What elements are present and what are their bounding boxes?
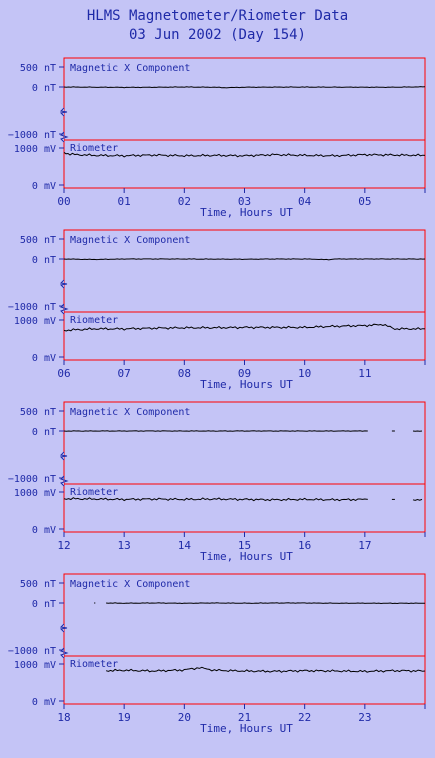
x-tick-label: 09 (238, 367, 251, 380)
mag-y-tick-label: 500 nT (20, 579, 56, 590)
rio-trace (105, 666, 426, 673)
x-tick-label: 04 (298, 195, 312, 208)
x-tick-label: 15 (238, 539, 251, 552)
mag-series-label: Magnetic X Component (70, 407, 190, 418)
mag-trace (106, 602, 425, 605)
mag-series-label: Magnetic X Component (70, 235, 190, 246)
rio-trace (63, 497, 368, 502)
axis-break-mark (59, 623, 68, 633)
x-tick-label: 19 (118, 711, 131, 724)
x-tick-label: 12 (57, 539, 70, 552)
mag-y-tick-label: 500 nT (20, 407, 56, 418)
x-tick-label: 01 (118, 195, 131, 208)
rio-series-label: Riometer (70, 143, 118, 154)
x-axis-label: Time, Hours UT (200, 206, 293, 219)
rio-trace (63, 323, 426, 332)
axis-break-mark (59, 107, 68, 117)
rio-y-tick-label: 1000 mV (14, 488, 56, 499)
rio-trace (63, 151, 426, 158)
mag-trace (63, 430, 368, 432)
x-tick-label: 23 (358, 711, 371, 724)
rio-y-tick-label: 0 mV (32, 525, 56, 536)
axis-break-mark (59, 279, 68, 289)
x-tick-label: 07 (118, 367, 131, 380)
x-tick-label: 13 (118, 539, 131, 552)
x-tick-label: 00 (57, 195, 70, 208)
rio-y-tick-label: 0 mV (32, 353, 56, 364)
mag-y-tick-label: −1000 nT (8, 474, 56, 485)
mag-y-tick-label: 0 nT (32, 599, 56, 610)
x-tick-label: 17 (358, 539, 371, 552)
mag-y-tick-label: 500 nT (20, 235, 56, 246)
x-tick-label: 06 (57, 367, 70, 380)
mag-y-tick-label: 0 nT (32, 255, 56, 266)
mag-trace (63, 86, 426, 89)
rio-series-label: Riometer (70, 659, 118, 670)
x-axis-label: Time, Hours UT (200, 550, 293, 563)
axis-break-mark (59, 451, 68, 461)
x-tick-label: 03 (238, 195, 251, 208)
x-tick-label: 16 (298, 539, 311, 552)
x-tick-label: 05 (358, 195, 371, 208)
x-tick-label: 11 (358, 367, 371, 380)
mag-y-tick-label: 0 nT (32, 83, 56, 94)
mag-y-tick-label: 0 nT (32, 427, 56, 438)
rio-trace (412, 498, 423, 501)
x-tick-label: 21 (238, 711, 251, 724)
x-axis-label: Time, Hours UT (200, 722, 293, 735)
mag-y-tick-label: 500 nT (20, 63, 56, 74)
mag-series-label: Magnetic X Component (70, 579, 190, 590)
mag-trace (63, 258, 426, 261)
x-tick-label: 18 (57, 711, 70, 724)
rio-y-tick-label: 1000 mV (14, 144, 56, 155)
x-tick-label: 14 (178, 539, 192, 552)
rio-y-tick-label: 0 mV (32, 181, 56, 192)
x-tick-label: 20 (178, 711, 191, 724)
x-tick-label: 08 (178, 367, 191, 380)
rio-y-tick-label: 1000 mV (14, 660, 56, 671)
x-axis-label: Time, Hours UT (200, 378, 293, 391)
rio-y-tick-label: 1000 mV (14, 316, 56, 327)
chart-title: HLMS Magnetometer/Riometer Data (86, 8, 349, 24)
x-tick-label: 02 (178, 195, 191, 208)
mag-series-label: Magnetic X Component (70, 63, 190, 74)
mag-y-tick-label: −1000 nT (8, 646, 56, 657)
mag-y-tick-label: −1000 nT (8, 130, 56, 141)
rio-y-tick-label: 0 mV (32, 697, 56, 708)
rio-series-label: Riometer (70, 315, 118, 326)
mag-y-tick-label: −1000 nT (8, 302, 56, 313)
x-tick-label: 22 (298, 711, 311, 724)
chart-subtitle: 03 Jun 2002 (Day 154) (128, 27, 306, 43)
x-tick-label: 10 (298, 367, 311, 380)
rio-series-label: Riometer (70, 487, 118, 498)
